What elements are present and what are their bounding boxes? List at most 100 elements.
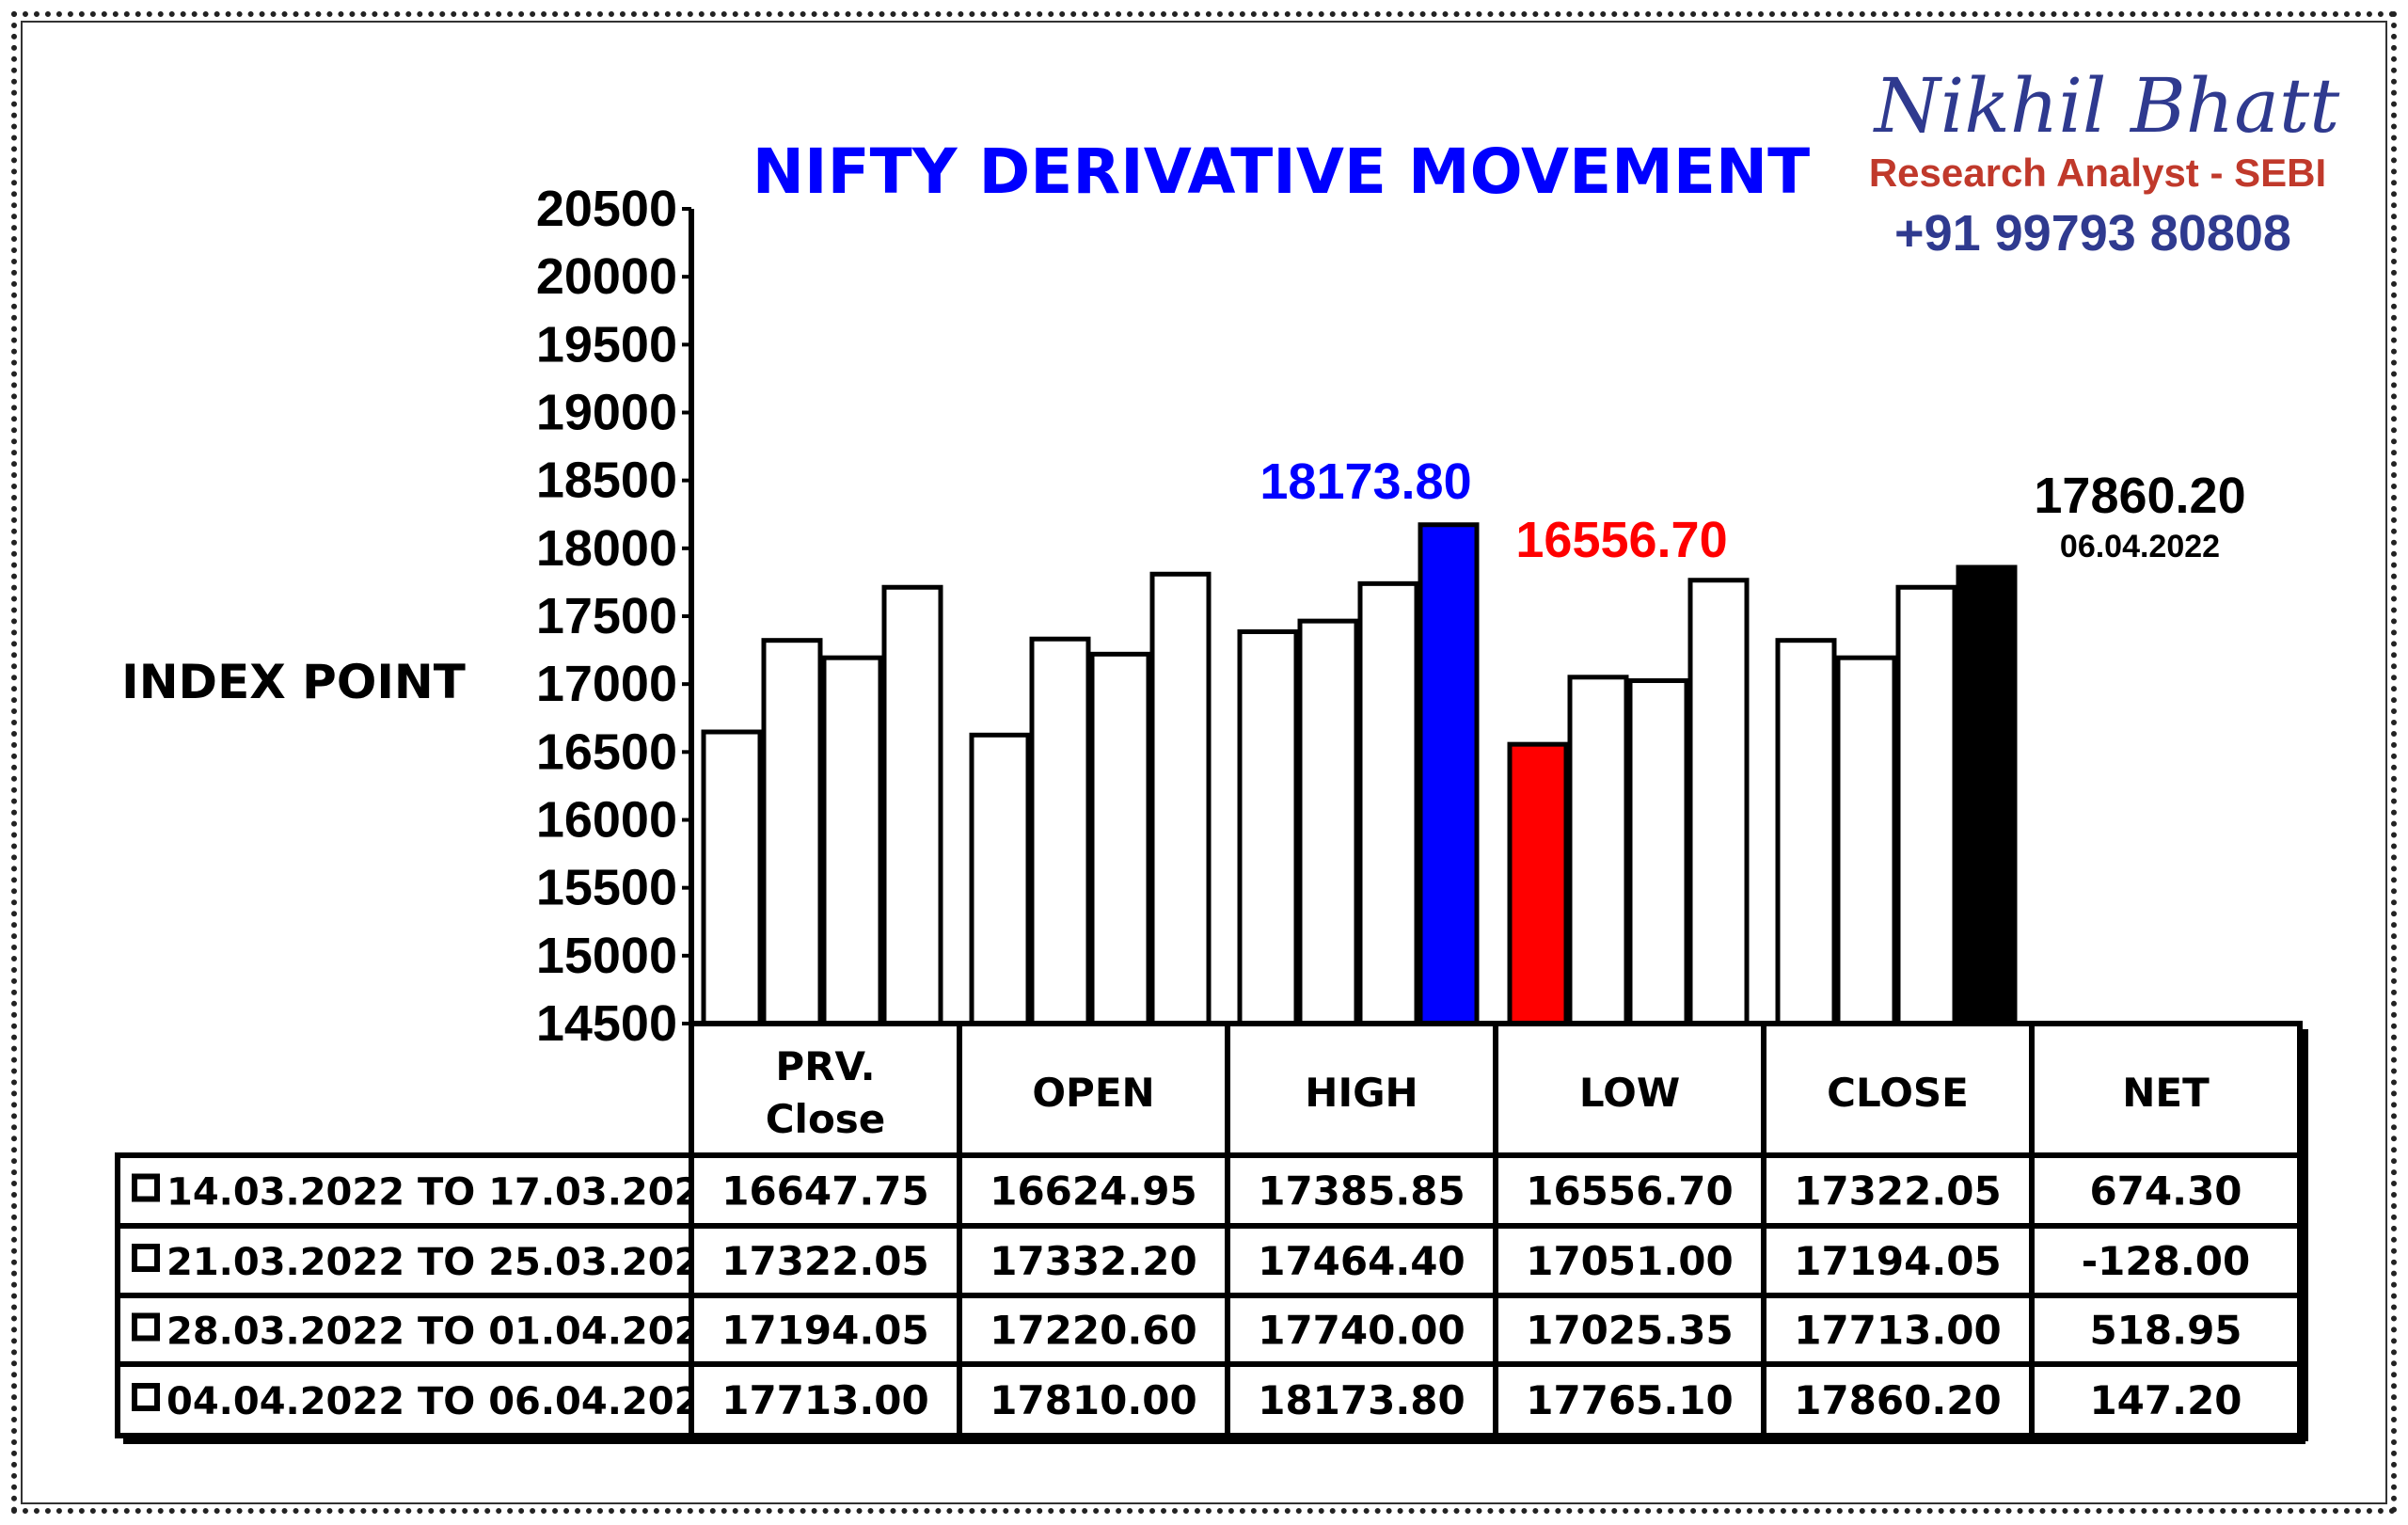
y-tick-label: 18000 <box>536 520 677 577</box>
bar <box>969 732 1031 1026</box>
y-tick-label: 17500 <box>536 588 677 644</box>
legend-swatch <box>132 1244 160 1272</box>
bar <box>1627 678 1689 1026</box>
outer-dotted-frame <box>11 11 2397 1514</box>
table-cell <box>957 1223 1230 1298</box>
table-cell-value: 17860.20 <box>1794 1377 2002 1423</box>
brand-subtitle: Research Analyst - SEBI <box>1869 151 2326 195</box>
table-cell <box>957 1152 1230 1229</box>
bar <box>1089 651 1151 1026</box>
table-row-label-cell <box>115 1223 694 1298</box>
bar <box>881 584 943 1026</box>
bar <box>1567 675 1629 1026</box>
chart-title: NIFTY DERIVATIVE MOVEMENT <box>752 135 1810 208</box>
bar <box>1149 571 1212 1026</box>
table-cell-value: 16647.75 <box>721 1168 929 1215</box>
table-cell <box>2029 1152 2303 1229</box>
y-axis-label: INDEX POINT <box>121 655 466 709</box>
table-header-label: Close <box>766 1096 886 1142</box>
bar <box>1418 522 1480 1026</box>
bar <box>1507 741 1569 1026</box>
bar <box>761 638 823 1026</box>
brand-name: Nikhil Bhatt <box>1873 62 2340 150</box>
table-header-cell <box>1761 1021 2035 1158</box>
bar <box>1687 578 1750 1026</box>
table-header-cell <box>2029 1021 2303 1158</box>
y-tick-label: 20000 <box>536 248 677 305</box>
bar <box>1357 580 1419 1026</box>
table-cell-value: 17332.20 <box>990 1238 1197 1284</box>
bar <box>1029 636 1091 1026</box>
y-tick-label: 16000 <box>536 792 677 849</box>
data-label: 17860.20 <box>2034 468 2245 524</box>
annotations-group: 18173.80 16556.70 17860.20 06.04.2022 <box>1259 453 2245 568</box>
y-tick-label: 19000 <box>536 385 677 441</box>
inner-frame <box>21 21 2387 1504</box>
table-row-label-cell <box>115 1152 694 1229</box>
table-cell-value: 17194.05 <box>721 1308 929 1354</box>
table-cell <box>957 1361 1230 1438</box>
table-cell-value: 17713.00 <box>721 1377 929 1423</box>
y-tick-label: 15500 <box>536 860 677 916</box>
bars-group <box>701 522 2018 1026</box>
table-cell-value: 17810.00 <box>990 1377 1197 1423</box>
table-cell-value: 18173.80 <box>1258 1377 1465 1423</box>
table-cell-value: 17740.00 <box>1258 1308 1465 1354</box>
table-row-label: 04.04.2022 TO 06.04.2022 <box>166 1380 726 1423</box>
table-header-label: HIGH <box>1305 1070 1418 1116</box>
legend-swatch <box>132 1383 160 1411</box>
table-cell <box>1493 1152 1766 1229</box>
table-row-label: 21.03.2022 TO 25.03.2022 <box>166 1241 726 1284</box>
table-cell-value: 147.20 <box>2089 1377 2242 1423</box>
table-cell-value: 17322.05 <box>1794 1168 2002 1215</box>
table-cell <box>1225 1361 1498 1438</box>
y-tick-label: 18500 <box>536 453 677 509</box>
y-tick-label: 17000 <box>536 656 677 712</box>
table-row-label: 14.03.2022 TO 17.03.2022 <box>166 1171 726 1215</box>
table-cell <box>1225 1293 1498 1367</box>
table-cell-value: 16556.70 <box>1526 1168 1734 1215</box>
table-cell <box>1493 1361 1766 1438</box>
table-cell-value: 17713.00 <box>1794 1308 2002 1354</box>
table-cell-value: 17322.05 <box>721 1238 929 1284</box>
bar <box>1297 618 1359 1026</box>
bar <box>821 655 883 1026</box>
table-cell-value: 674.30 <box>2089 1168 2242 1215</box>
table-cell-value: -128.00 <box>2082 1238 2251 1284</box>
legend-swatch <box>132 1312 160 1342</box>
data-label: 18173.80 <box>1259 453 1471 510</box>
bar <box>1237 628 1299 1026</box>
y-tick-label: 14500 <box>536 995 677 1052</box>
table-cell <box>2029 1361 2303 1438</box>
table-row-label-cell <box>115 1361 694 1438</box>
y-axis-ticks: 20500 20000 19500 19000 18500 18000 17500 17000… <box>536 181 691 1052</box>
bar <box>1956 564 2018 1026</box>
table-header-label: NET <box>2122 1070 2210 1116</box>
table-header-label: CLOSE <box>1827 1070 1969 1116</box>
bar <box>1775 638 1837 1026</box>
table-cell-value: 16624.95 <box>990 1168 1197 1215</box>
data-label: 06.04.2022 <box>2060 529 2220 564</box>
bar <box>1895 584 1957 1026</box>
table-cell <box>2029 1293 2303 1367</box>
table-cell-value: 17765.10 <box>1526 1377 1734 1423</box>
y-tick-label: 16500 <box>536 723 677 780</box>
bar <box>1835 655 1897 1026</box>
table-cell-value: 518.95 <box>2089 1308 2242 1354</box>
table-header-label: OPEN <box>1032 1070 1154 1116</box>
legend-swatch <box>132 1173 160 1202</box>
y-tick-label: 19500 <box>536 316 677 373</box>
table-cell-value: 17385.85 <box>1258 1168 1465 1215</box>
table-cell-value: 17464.40 <box>1258 1238 1465 1284</box>
table-cell-value: 17220.60 <box>990 1308 1197 1354</box>
table-row-label: 28.03.2022 TO 01.04.2022 <box>166 1311 726 1354</box>
y-tick-label: 20500 <box>536 181 677 237</box>
table-cell-value: 17051.00 <box>1526 1238 1734 1284</box>
brand-phone: +91 99793 80808 <box>1894 205 2291 262</box>
data-table: PRV. Close OPEN HIGH LOW CLOSE NET 14.03.2022 T… <box>115 1021 2308 1444</box>
bar <box>701 729 763 1026</box>
table-header-label: LOW <box>1579 1070 1680 1116</box>
table-cell-value: 17194.05 <box>1794 1238 2002 1284</box>
table-header-label: PRV. <box>775 1043 875 1089</box>
